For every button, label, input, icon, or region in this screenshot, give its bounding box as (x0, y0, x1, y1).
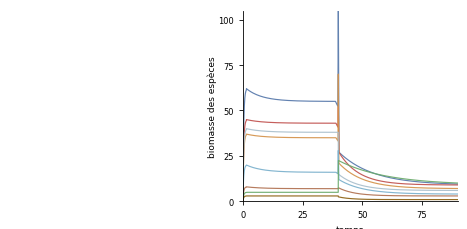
X-axis label: temps: temps (336, 225, 364, 229)
Y-axis label: biomasse des espèces: biomasse des espèces (207, 56, 217, 157)
